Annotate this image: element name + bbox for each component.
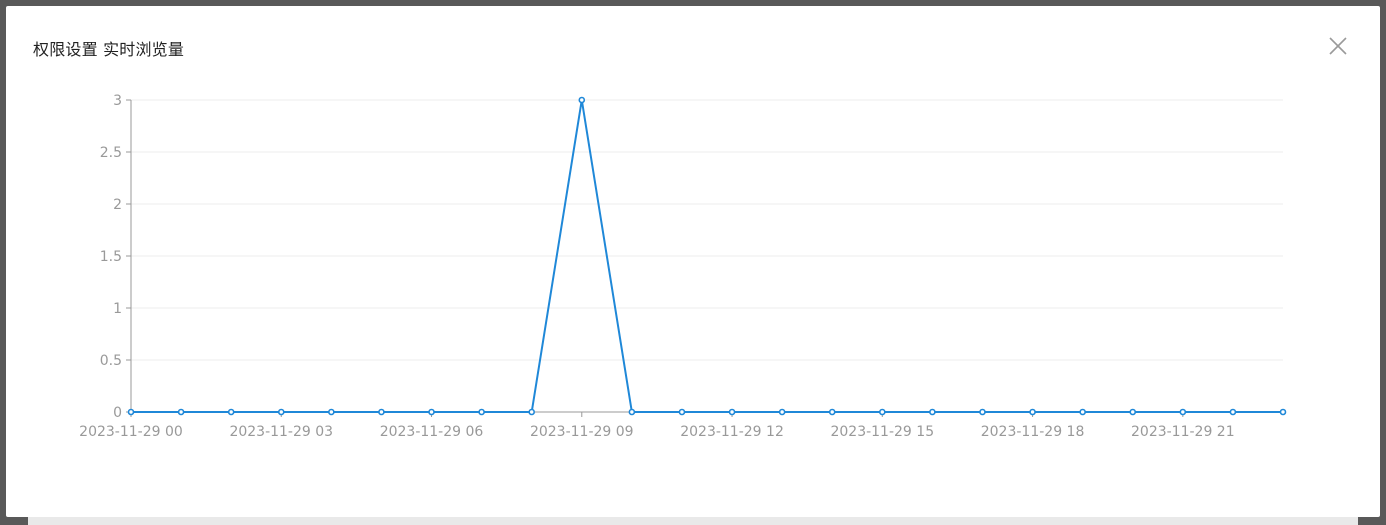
close-icon bbox=[1329, 37, 1347, 55]
data-point[interactable] bbox=[1029, 408, 1036, 416]
x-tick-label: 2023-11-29 12 bbox=[680, 424, 784, 440]
data-point[interactable] bbox=[177, 408, 185, 416]
y-tick-label: 1 bbox=[113, 301, 122, 317]
y-tick-label: 2 bbox=[113, 197, 122, 213]
axes bbox=[126, 99, 1283, 417]
y-tick-label: 3 bbox=[113, 93, 122, 109]
realtime-views-modal: 权限设置 实时浏览量 0 0.5 1 1.5 2 2.5 3 2023-11-29 00 20… bbox=[6, 6, 1380, 517]
data-point[interactable] bbox=[428, 408, 435, 416]
y-tick-label: 0 bbox=[113, 405, 122, 421]
series-line bbox=[131, 99, 1283, 413]
line-chart: 0 0.5 1 1.5 2 2.5 3 2023-11-29 00 2023-11-29 03… bbox=[79, 93, 1287, 440]
data-point[interactable] bbox=[879, 408, 886, 416]
x-tick-label: 2023-11-29 09 bbox=[530, 424, 634, 440]
data-point[interactable] bbox=[578, 96, 586, 104]
data-point[interactable] bbox=[778, 408, 786, 416]
background-table-row bbox=[28, 514, 1358, 525]
y-tick-label: 2.5 bbox=[100, 145, 122, 161]
grid-lines bbox=[131, 99, 1283, 361]
data-point[interactable] bbox=[478, 408, 485, 416]
x-tick-label: 2023-11-29 21 bbox=[1131, 424, 1235, 440]
data-point[interactable] bbox=[277, 408, 285, 416]
data-point[interactable] bbox=[628, 408, 636, 416]
close-button[interactable] bbox=[1326, 34, 1350, 58]
data-point[interactable] bbox=[828, 408, 836, 416]
data-point[interactable] bbox=[678, 408, 686, 416]
y-tick-label: 1.5 bbox=[100, 249, 122, 265]
data-point[interactable] bbox=[528, 408, 535, 416]
data-point[interactable] bbox=[1179, 408, 1187, 416]
data-point[interactable] bbox=[1079, 408, 1086, 416]
x-tick-label: 2023-11-29 03 bbox=[229, 424, 333, 440]
x-tick-label: 2023-11-29 00 bbox=[79, 424, 183, 440]
y-tick-labels: 0 0.5 1 1.5 2 2.5 3 bbox=[100, 93, 122, 421]
data-point[interactable] bbox=[979, 408, 986, 416]
data-point[interactable] bbox=[378, 408, 385, 416]
data-point[interactable] bbox=[1129, 408, 1137, 416]
series bbox=[127, 96, 1287, 416]
x-tick-label: 2023-11-29 06 bbox=[380, 424, 484, 440]
y-tick-label: 0.5 bbox=[100, 353, 122, 369]
data-point[interactable] bbox=[1229, 408, 1237, 416]
x-tick-labels: 2023-11-29 00 2023-11-29 03 2023-11-29 06 2… bbox=[79, 424, 1234, 440]
x-tick-label: 2023-11-29 15 bbox=[830, 424, 934, 440]
data-point[interactable] bbox=[728, 408, 736, 416]
data-point[interactable] bbox=[1279, 408, 1287, 416]
data-point[interactable] bbox=[929, 408, 936, 416]
data-point[interactable] bbox=[227, 408, 235, 416]
x-tick-label: 2023-11-29 18 bbox=[981, 424, 1085, 440]
data-point[interactable] bbox=[127, 408, 135, 416]
modal-title: 权限设置 实时浏览量 bbox=[33, 40, 185, 59]
data-point[interactable] bbox=[328, 408, 335, 416]
